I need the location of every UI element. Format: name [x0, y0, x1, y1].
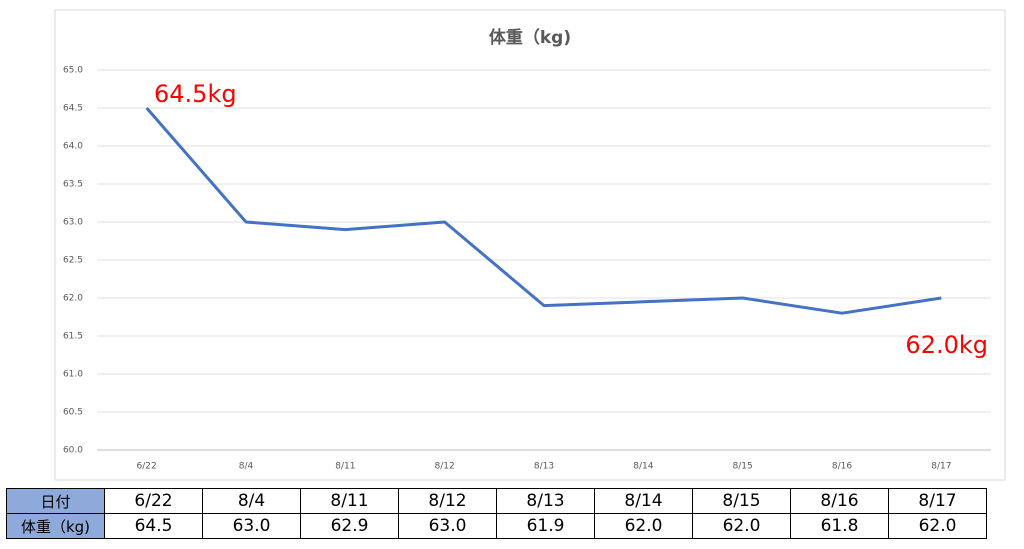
- row-header: 日付: [6, 488, 105, 514]
- x-tick-label: 8/4: [239, 462, 254, 472]
- table-cell: 8/15: [692, 488, 791, 514]
- x-tick-label: 8/17: [931, 462, 951, 472]
- y-tick-label: 64.5: [63, 104, 83, 114]
- table-cell: 6/22: [104, 488, 203, 514]
- table-cell: 8/4: [202, 488, 301, 514]
- table-cell: 8/13: [496, 488, 595, 514]
- x-tick-label: 8/13: [534, 462, 554, 472]
- table-cell: 8/14: [594, 488, 693, 514]
- table-cell: 62.0: [594, 513, 693, 539]
- annotation: 62.0kg: [905, 331, 988, 359]
- chart-title: 体重（kg): [489, 27, 571, 48]
- y-tick-label: 61.5: [63, 332, 83, 342]
- table-cell: 64.5: [104, 513, 203, 539]
- x-tick-label: 6/22: [137, 462, 157, 472]
- data-line: [145, 107, 942, 315]
- annotation: 64.5kg: [154, 80, 237, 108]
- y-tick-label: 64.0: [63, 142, 83, 152]
- table-cell: 63.0: [398, 513, 497, 539]
- x-tick-label: 8/16: [832, 462, 852, 472]
- table-cell: 8/16: [790, 488, 889, 514]
- table-cell: 62.0: [692, 513, 791, 539]
- chart-frame: [54, 9, 1006, 481]
- data-table: 日付 6/22 8/4 8/11 8/12 8/13 8/14 8/15 8/16 8/17 体重（…: [6, 488, 987, 539]
- y-tick-label: 60.5: [63, 408, 83, 418]
- table-cell: 63.0: [202, 513, 301, 539]
- chart: 体重（kg) 60.0 60.5 61.0 61.5 62.0 62.5 63.0 63.5 6…: [54, 9, 1006, 481]
- table-cell: 8/12: [398, 488, 497, 514]
- x-tick-label: 8/15: [733, 462, 753, 472]
- table-cell: 62.9: [300, 513, 399, 539]
- y-tick-label: 62.0: [63, 294, 83, 304]
- table-cell: 8/11: [300, 488, 399, 514]
- table-row: 体重（kg) 64.5 63.0 62.9 63.0 61.9 62.0 62.0 61.8 62…: [6, 513, 987, 539]
- y-tick-label: 60.0: [63, 446, 83, 456]
- y-tick-label: 63.0: [63, 218, 83, 228]
- table-cell: 8/17: [888, 488, 987, 514]
- row-header: 体重（kg): [6, 513, 105, 539]
- table-cell: 62.0: [888, 513, 987, 539]
- y-tick-label: 61.0: [63, 370, 83, 380]
- y-tick-label: 62.5: [63, 256, 83, 266]
- table-cell: 61.8: [790, 513, 889, 539]
- y-tick-label: 65.0: [63, 66, 83, 76]
- table-cell: 61.9: [496, 513, 595, 539]
- y-tick-label: 63.5: [63, 180, 83, 190]
- x-tick-label: 8/12: [435, 462, 455, 472]
- table-row: 日付 6/22 8/4 8/11 8/12 8/13 8/14 8/15 8/16 8/17: [6, 488, 987, 514]
- x-tick-label: 8/14: [633, 462, 653, 472]
- x-tick-label: 8/11: [335, 462, 355, 472]
